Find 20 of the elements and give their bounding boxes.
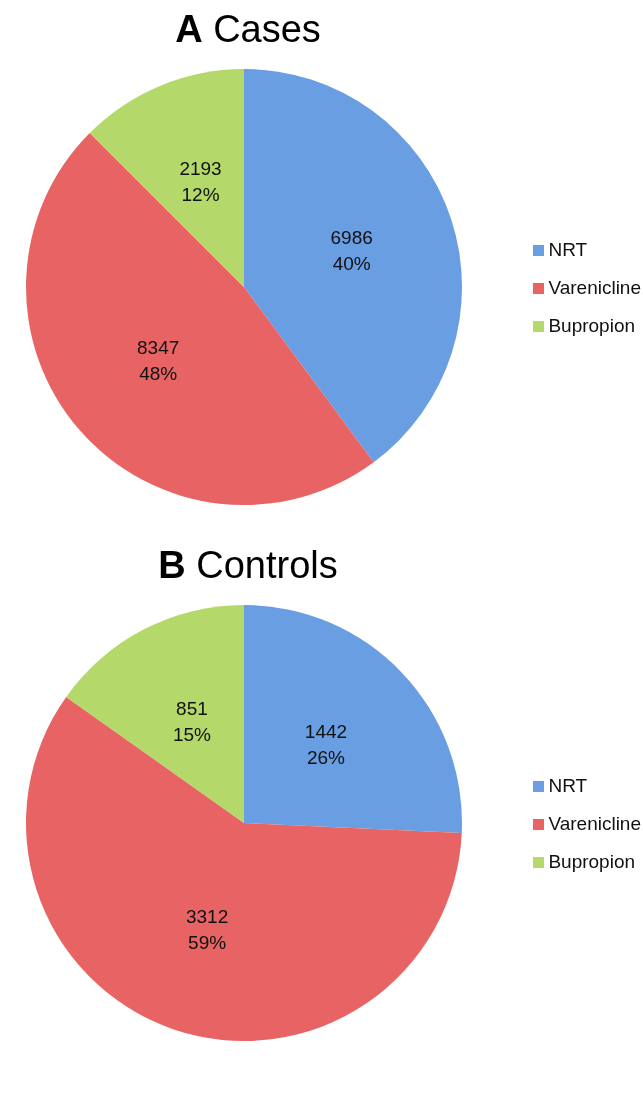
chart-title: A Cases [174, 8, 322, 52]
pie-slice [89, 69, 244, 287]
pie-slice [244, 69, 462, 463]
data-label: 6986 40% [330, 227, 373, 275]
pie-slice [66, 605, 244, 823]
data-label: 8347 48% [137, 337, 180, 385]
legend-label: Bupropion [548, 315, 636, 336]
data-label: 851 15% [172, 698, 212, 746]
data-label: 2193 12% [179, 158, 222, 206]
legend-label: Varenicline [548, 277, 641, 298]
legend-label: Bupropion [548, 851, 636, 872]
pie-slice [26, 696, 462, 1041]
data-label: 3312 59% [185, 906, 229, 954]
data-label: 1442 26% [304, 720, 348, 768]
legend-label: Varenicline [548, 813, 641, 834]
chart-title: B Controls [157, 544, 339, 588]
legend-label: NRT [548, 239, 588, 260]
legend-label: NRT [548, 775, 588, 796]
pie-slice [26, 132, 374, 505]
pie-slice [244, 605, 462, 833]
